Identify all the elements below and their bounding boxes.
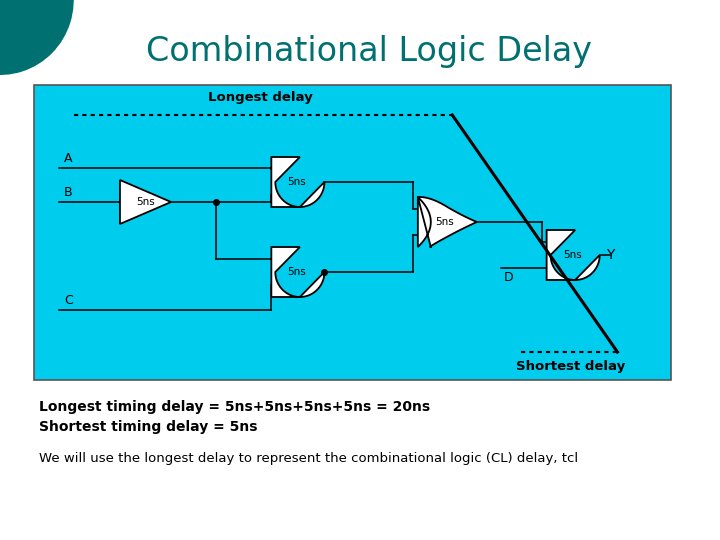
Text: 5ns: 5ns [563, 250, 582, 260]
FancyBboxPatch shape [35, 85, 672, 380]
Text: Y: Y [606, 248, 614, 262]
Polygon shape [546, 230, 600, 280]
Text: D: D [503, 271, 513, 284]
Polygon shape [271, 247, 325, 297]
Text: Combinational Logic Delay: Combinational Logic Delay [145, 36, 592, 69]
Text: Shortest delay: Shortest delay [516, 360, 625, 373]
Text: 5ns: 5ns [435, 217, 454, 227]
Text: Shortest timing delay = 5ns: Shortest timing delay = 5ns [40, 420, 258, 434]
Text: Longest timing delay = 5ns+5ns+5ns+5ns = 20ns: Longest timing delay = 5ns+5ns+5ns+5ns =… [40, 400, 431, 414]
Text: C: C [64, 294, 73, 307]
Wedge shape [0, 0, 73, 75]
Text: 5ns: 5ns [136, 197, 155, 207]
Text: We will use the longest delay to represent the combinational logic (CL) delay, t: We will use the longest delay to represe… [40, 452, 578, 465]
Text: B: B [64, 186, 73, 199]
Polygon shape [418, 197, 477, 247]
Text: 5ns: 5ns [287, 267, 306, 277]
Text: A: A [64, 152, 73, 165]
Text: 5ns: 5ns [287, 177, 306, 187]
Polygon shape [120, 180, 171, 224]
Text: Longest delay: Longest delay [208, 91, 313, 104]
Polygon shape [271, 157, 325, 207]
